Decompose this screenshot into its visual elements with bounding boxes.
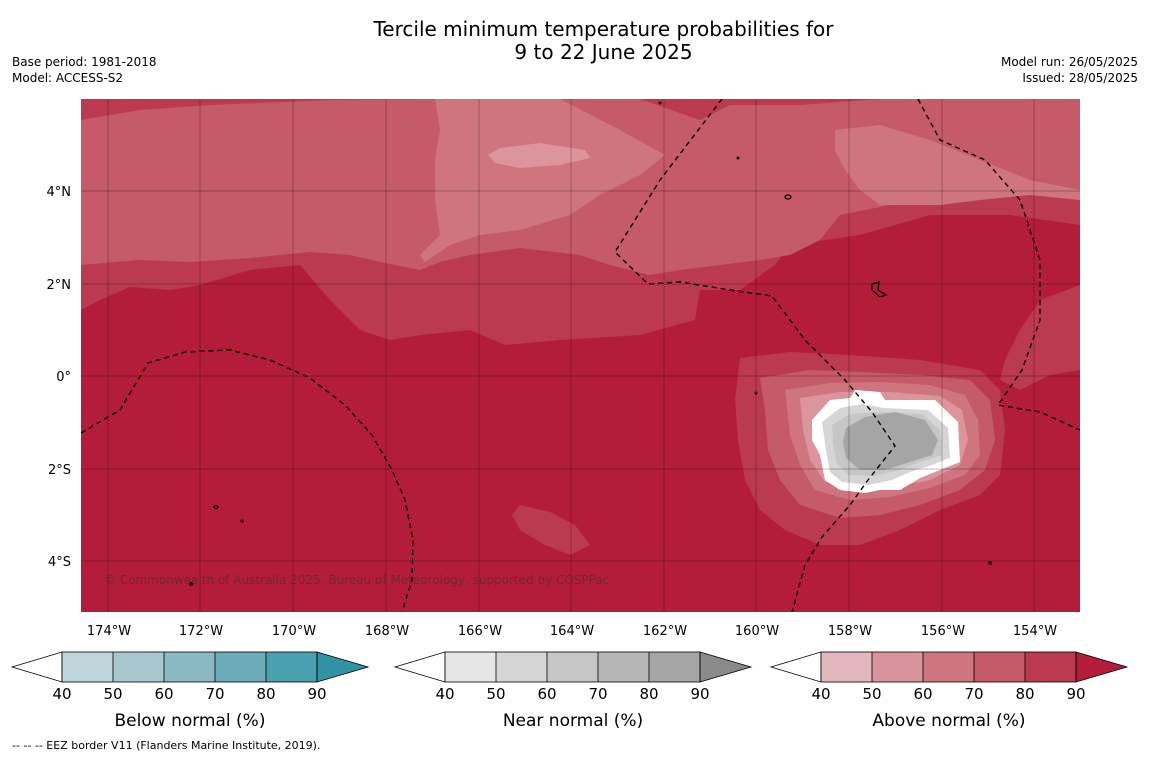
- colorbar-tick: 60: [537, 685, 556, 703]
- title-line-2: 9 to 22 June 2025: [514, 40, 693, 64]
- graticule: [81, 99, 1080, 612]
- colorbar-title: Below normal (%): [115, 711, 266, 731]
- colorbar-segment: [62, 652, 113, 682]
- colorbar-lower-extension: [393, 651, 446, 683]
- lon-label: 160°W: [735, 624, 779, 639]
- lat-label: 2°N: [47, 278, 72, 293]
- eez-border-east: [917, 99, 1080, 431]
- colorbar-segment: [872, 652, 923, 682]
- island-e: [240, 519, 244, 523]
- colorbar-title: Near normal (%): [503, 711, 643, 731]
- islands: [189, 101, 992, 586]
- lon-label: 174°W: [87, 624, 131, 639]
- colorbar-segment: [113, 652, 164, 682]
- colorbar-segment: [821, 652, 872, 682]
- colorbar-near-normal: 40 50 60 70 80 90 Near normal (%): [393, 651, 753, 731]
- zone-above-60-north: [420, 99, 665, 262]
- island-d: [189, 582, 193, 586]
- issued-date: Issued: 28/05/2025: [1022, 71, 1138, 85]
- lon-label: 166°W: [458, 624, 502, 639]
- title-line-1: Tercile minimum temperature probabilitie…: [373, 17, 834, 41]
- lon-label: 164°W: [550, 624, 594, 639]
- island-i: [754, 391, 758, 395]
- colorbar-tick: 60: [913, 685, 932, 703]
- colorbar-tick: 70: [588, 685, 607, 703]
- colorbar-tick: 70: [205, 685, 224, 703]
- lat-label: 2°S: [48, 463, 71, 478]
- lon-label: 162°W: [643, 624, 687, 639]
- model-run: Model run: 26/05/2025: [1000, 55, 1138, 69]
- island-g: [736, 156, 740, 160]
- island-a: [784, 194, 792, 200]
- island-h: [658, 101, 662, 105]
- lon-label: 158°W: [828, 624, 872, 639]
- colorbar-tick: 90: [1066, 685, 1085, 703]
- lon-label: 154°W: [1013, 624, 1057, 639]
- colorbar-tick: 90: [307, 685, 326, 703]
- zone-above-80-east: [1000, 285, 1080, 390]
- meta-left: Base period: 1981-2018 Model: ACCESS-S2: [12, 54, 157, 86]
- zone-above-50-north: [488, 143, 590, 168]
- colorbar-segment: [598, 652, 649, 682]
- lon-label: 170°W: [272, 624, 316, 639]
- model-name: Model: ACCESS-S2: [12, 71, 124, 85]
- island-c: [213, 504, 219, 510]
- lon-label: 172°W: [179, 624, 223, 639]
- probability-map: © Commonwealth of Australia 2025, Bureau…: [81, 99, 1080, 612]
- colorbar-tick: 40: [811, 685, 830, 703]
- longitude-labels: 174°W 172°W 170°W 168°W 166°W 164°W 162°…: [87, 624, 1057, 639]
- eez-border-west: [81, 349, 414, 612]
- colorbar-tick: 90: [690, 685, 709, 703]
- colorbar-upper-extension: [699, 651, 753, 683]
- zone-above-80-south: [512, 505, 590, 555]
- zone-near-70: [843, 412, 938, 470]
- colorbar-tick: 80: [1015, 685, 1034, 703]
- latitude-labels: 4°N 2°N 0° 2°S 4°S: [47, 185, 72, 570]
- colorbar-segment: [445, 652, 496, 682]
- colorbar-lower-extension: [769, 651, 822, 683]
- colorbar-tick: 40: [435, 685, 454, 703]
- colorbar-tick: 70: [964, 685, 983, 703]
- lat-label: 0°: [56, 370, 71, 385]
- zone-above-60-northeast: [835, 125, 1080, 205]
- colorbar-tick: 50: [486, 685, 505, 703]
- colorbar-segment: [266, 652, 317, 682]
- colorbar-segment: [496, 652, 547, 682]
- lat-label: 4°S: [48, 555, 71, 570]
- colorbar-tick: 50: [862, 685, 881, 703]
- lon-label: 168°W: [365, 624, 409, 639]
- colorbar-segment: [1025, 652, 1076, 682]
- colorbar-tick: 40: [52, 685, 71, 703]
- copyright-notice: © Commonwealth of Australia 2025, Bureau…: [104, 573, 609, 587]
- eez-borders: [81, 99, 1080, 612]
- colorbar-tick: 80: [639, 685, 658, 703]
- lon-label: 156°W: [921, 624, 965, 639]
- eez-footnote: -- -- -- EEZ border V11 (Flanders Marine…: [12, 739, 321, 752]
- colorbar-upper-extension: [316, 651, 370, 683]
- map-title: Tercile minimum temperature probabilitie…: [0, 18, 1150, 64]
- island-f: [988, 561, 992, 565]
- meta-right: Model run: 26/05/2025 Issued: 28/05/2025: [1001, 54, 1138, 86]
- colorbar-tick: 60: [154, 685, 173, 703]
- colorbar-segment: [164, 652, 215, 682]
- colorbar-segment: [923, 652, 974, 682]
- colorbar-tick: 80: [256, 685, 275, 703]
- colorbar-below-normal: 40 50 60 70 80 90 Below normal (%): [10, 651, 370, 731]
- colorbar-segment: [649, 652, 700, 682]
- base-period: Base period: 1981-2018: [12, 55, 157, 69]
- colorbar-segment: [547, 652, 598, 682]
- colorbar-segment: [215, 652, 266, 682]
- colorbar-lower-extension: [10, 651, 63, 683]
- colorbar-segment: [974, 652, 1025, 682]
- colorbar-title: Above normal (%): [872, 711, 1025, 731]
- colorbar-above-normal: 40 50 60 70 80 90 Above normal (%): [769, 651, 1129, 731]
- eez-border-central: [614, 99, 896, 612]
- colorbar-upper-extension: [1075, 651, 1129, 683]
- lat-label: 4°N: [47, 185, 72, 200]
- island-b: [871, 281, 888, 298]
- colorbar-tick: 50: [103, 685, 122, 703]
